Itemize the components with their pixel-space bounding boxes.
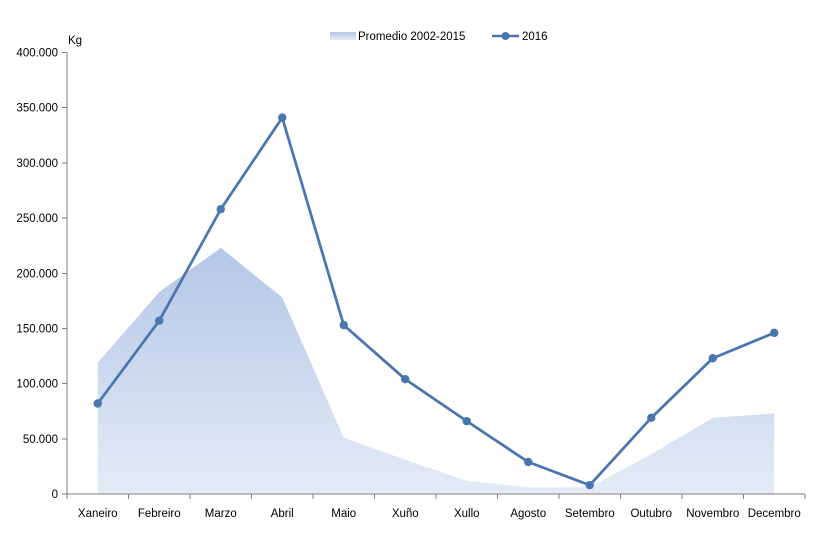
legend-label-line: 2016 bbox=[522, 31, 548, 43]
point-2016 bbox=[216, 205, 225, 214]
plot-area bbox=[97, 247, 775, 494]
point-2016 bbox=[339, 320, 348, 330]
area-promedio bbox=[97, 247, 775, 494]
x-tick-label: Xuño bbox=[392, 508, 419, 520]
x-tick-label: Febreiro bbox=[138, 508, 181, 520]
point-2016 bbox=[585, 480, 594, 490]
y-tick-label: 100.000 bbox=[16, 379, 58, 391]
y-tick-label: 200.000 bbox=[16, 268, 58, 280]
x-tick-label: Setembro bbox=[565, 508, 615, 520]
series-2016 bbox=[93, 113, 779, 490]
legend-label-area: Promedio 2002-2015 bbox=[358, 31, 465, 43]
x-tick-label: Decembro bbox=[748, 508, 801, 520]
legend: Promedio 2002-2015 2016 bbox=[330, 31, 548, 43]
x-tick-label: Outubro bbox=[630, 508, 672, 520]
x-tick-label: Marzo bbox=[205, 508, 237, 520]
legend-swatch-area bbox=[330, 32, 356, 40]
x-tick-labels: Xaneiro Febreiro Marzo Abril Maio Xuño Xullo Ag… bbox=[78, 508, 801, 520]
point-2016 bbox=[708, 354, 717, 363]
point-2016 bbox=[462, 416, 471, 426]
y-tick-label: 150.000 bbox=[16, 323, 58, 335]
y-tick-label: 50.000 bbox=[23, 434, 58, 446]
x-tick-label: Agosto bbox=[510, 508, 546, 520]
point-2016 bbox=[155, 316, 164, 325]
point-2016 bbox=[401, 375, 410, 384]
x-tick-label: Maio bbox=[331, 508, 356, 520]
y-axis-label: Kg bbox=[68, 35, 82, 47]
axes bbox=[62, 52, 806, 499]
line-2016 bbox=[96, 116, 775, 487]
y-tick-label: 300.000 bbox=[16, 158, 58, 170]
y-tick-labels: 0 50.000 100.000 150.000 200.000 250.000 300.0… bbox=[16, 48, 58, 502]
x-tick-label: Xullo bbox=[454, 508, 480, 520]
point-2016 bbox=[524, 457, 533, 467]
x-tick-label: Xaneiro bbox=[78, 508, 118, 520]
y-tick-label: 0 bbox=[52, 489, 58, 501]
y-tick-label: 350.000 bbox=[16, 103, 58, 115]
legend-swatch-marker bbox=[501, 32, 510, 40]
x-tick-label: Abril bbox=[271, 508, 294, 520]
point-2016 bbox=[93, 399, 102, 408]
point-2016 bbox=[278, 113, 287, 122]
point-2016 bbox=[647, 413, 656, 423]
y-tick-label: 400.000 bbox=[16, 48, 58, 60]
point-2016 bbox=[770, 328, 779, 338]
x-tick-label: Novembro bbox=[686, 508, 739, 520]
y-tick-label: 250.000 bbox=[16, 213, 58, 225]
